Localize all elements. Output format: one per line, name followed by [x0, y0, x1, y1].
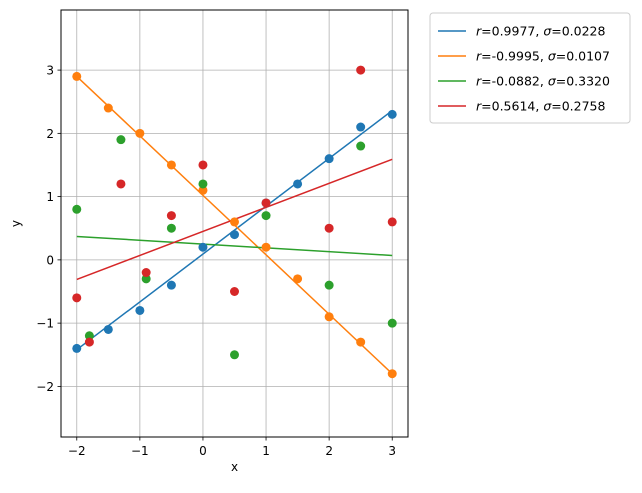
data-point-series-3: [84, 331, 94, 341]
legend-box: [429, 12, 631, 124]
y-tick-label: 2: [46, 127, 54, 141]
data-point-series-2: [356, 337, 366, 347]
data-point-series-2: [293, 274, 303, 284]
data-point-series-4: [230, 287, 239, 297]
data-point-series-1: [103, 324, 113, 334]
data-point-series-4: [198, 160, 208, 170]
data-point-series-3: [166, 223, 176, 233]
data-point-series-1: [72, 343, 82, 353]
data-point-series-2: [103, 103, 113, 113]
y-tick-label: 0: [46, 253, 54, 267]
data-point-series-2: [135, 128, 145, 138]
data-point-series-3: [230, 350, 239, 360]
data-point-series-4: [356, 65, 366, 75]
data-point-series-1: [387, 109, 397, 119]
ticks: −2 −1 0 1 2 3 −2 −1 0 1 2 3: [36, 64, 396, 458]
data-point-series-2: [230, 217, 239, 227]
legend: r=0.9977, σ=0.0228 r=-0.9995, σ=0.0107 r=-…: [429, 12, 631, 124]
y-tick-label: 1: [46, 190, 54, 204]
data-point-series-3: [141, 274, 151, 284]
data-point-series-1: [293, 179, 303, 189]
data-point-series-1: [198, 242, 208, 252]
grid: [61, 10, 408, 437]
data-point-series-4: [166, 211, 176, 221]
y-tick-label: 3: [46, 64, 54, 78]
axes-frame: [60, 9, 409, 438]
data-point-series-1: [135, 305, 145, 315]
data-point-series-4: [387, 217, 397, 227]
legend-entry: r=0.9977, σ=0.0228: [476, 24, 606, 39]
data-point-series-2: [261, 242, 271, 252]
data-point-series-3: [198, 179, 208, 189]
data-point-series-2: [324, 312, 334, 322]
y-tick-label: −1: [36, 317, 54, 331]
y-tick-label: −2: [36, 380, 54, 394]
y-axis-label: y: [9, 220, 23, 227]
legend-entry: r=0.5614, σ=0.2758: [476, 99, 606, 114]
data-point-series-3: [356, 141, 366, 151]
data-point-series-1: [356, 122, 366, 132]
data-point-series-3: [387, 318, 397, 328]
data-point-series-3: [116, 135, 126, 145]
data-point-series-1: [324, 154, 334, 164]
data-point-series-2: [166, 160, 176, 170]
data-point-series-2: [387, 369, 397, 379]
legend-entry: r=-0.9995, σ=0.0107: [476, 49, 610, 64]
data-point-series-4: [261, 198, 271, 208]
data-point-series-4: [116, 179, 126, 189]
x-tick-label: 3: [388, 444, 396, 458]
data-point-series-2: [72, 71, 82, 81]
data-point-series-4: [84, 337, 94, 347]
data-point-series-2: [198, 185, 208, 195]
data-point-series-3: [261, 211, 271, 221]
data-points: [72, 65, 397, 379]
x-tick-label: −2: [68, 444, 86, 458]
fit-line-series-3: [76, 235, 393, 257]
x-tick-label: 0: [199, 444, 207, 458]
data-point-series-4: [324, 223, 334, 233]
x-tick-label: 1: [262, 444, 270, 458]
data-point-series-4: [72, 293, 82, 303]
legend-entry: r=-0.0882, σ=0.3320: [476, 74, 610, 89]
data-point-series-1: [230, 230, 239, 240]
x-axis-label: x: [231, 460, 238, 474]
x-tick-label: 2: [325, 444, 333, 458]
data-point-series-3: [324, 280, 334, 290]
data-point-series-4: [141, 268, 151, 278]
x-tick-label: −1: [131, 444, 149, 458]
data-point-series-1: [166, 280, 176, 290]
data-point-series-3: [72, 204, 82, 214]
